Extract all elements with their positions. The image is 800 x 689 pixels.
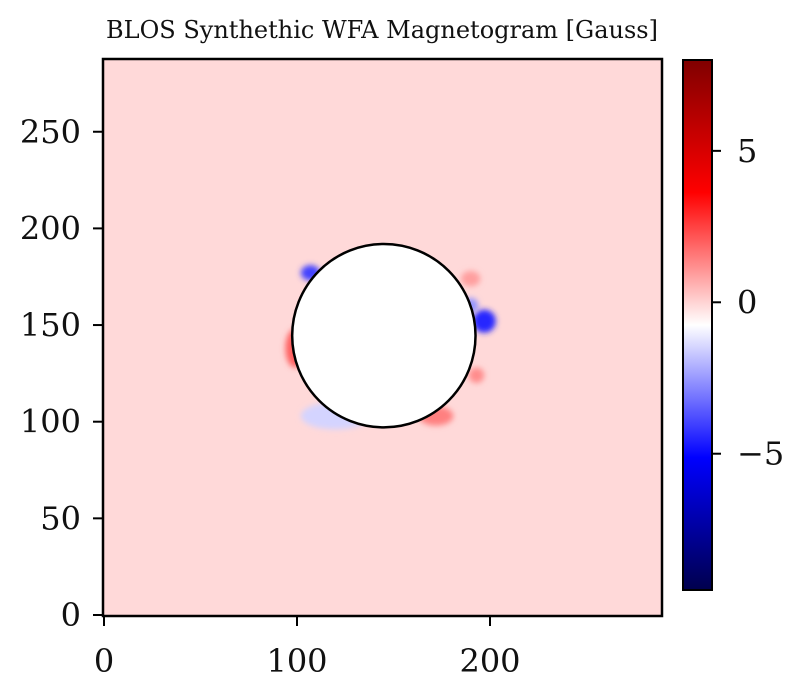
heatmap-feature (468, 367, 485, 384)
y-tick-label: 150 (20, 306, 81, 344)
x-axis: 0 100 200 (94, 616, 521, 680)
y-tick-label: 250 (20, 113, 81, 151)
y-tick-label: 200 (20, 209, 81, 247)
x-tick-label: 0 (94, 642, 114, 680)
colorbar-gradient (683, 60, 712, 590)
plot-frame (101, 57, 664, 618)
x-tick-label: 100 (266, 642, 327, 680)
colorbar-tick-label: −5 (737, 435, 784, 473)
colorbar-frame (682, 59, 713, 591)
plot-area (101, 57, 664, 618)
colorbar-tick-label: 0 (737, 283, 757, 321)
colorbar-tick-label: 5 (737, 132, 757, 170)
heatmap-feature (461, 270, 481, 287)
chart-title: BLOS Synthethic WFA Magnetogram [Gauss] (106, 16, 658, 44)
x-tick-label: 200 (459, 642, 520, 680)
y-tick-label: 100 (20, 403, 81, 441)
y-tick-label: 50 (40, 499, 81, 537)
y-tick-label: 0 (61, 596, 81, 634)
y-axis: 0 50 100 150 200 250 (20, 113, 103, 634)
occulting-disk (290, 242, 477, 429)
colorbar: 5 0 −5 (682, 59, 784, 591)
colorbar-ticks: 5 0 −5 (712, 132, 784, 473)
heatmap-feature (472, 309, 496, 333)
